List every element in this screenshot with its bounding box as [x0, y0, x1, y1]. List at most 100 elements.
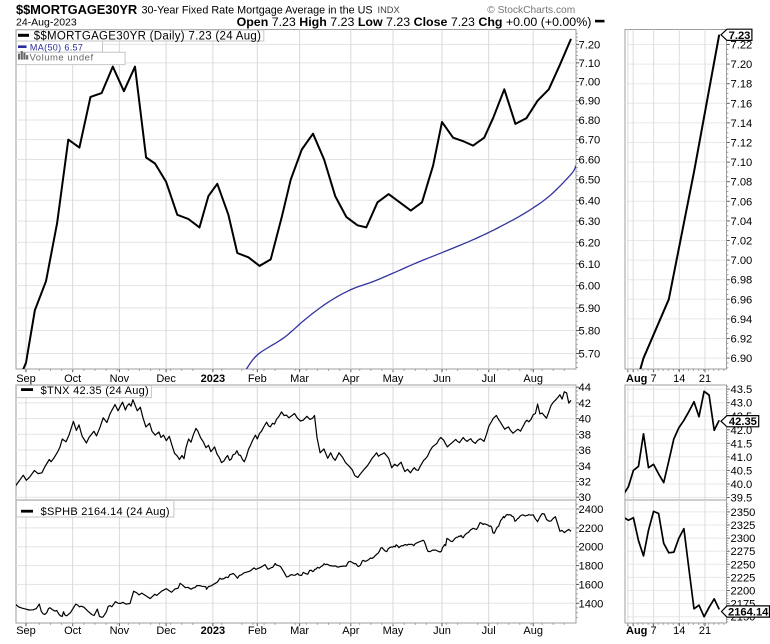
svg-text:1400: 1400 [579, 598, 604, 610]
svg-text:43.0: 43.0 [731, 398, 753, 410]
svg-text:41.0: 41.0 [731, 452, 753, 464]
svg-text:INDX: INDX [378, 5, 400, 15]
svg-text:7.00: 7.00 [579, 77, 601, 89]
svg-text:40.5: 40.5 [731, 465, 753, 477]
svg-text:6.92: 6.92 [731, 334, 753, 346]
svg-text:5.90: 5.90 [579, 303, 601, 315]
svg-text:5.70: 5.70 [579, 349, 601, 361]
svg-text:6.80: 6.80 [579, 115, 601, 127]
svg-text:Feb: Feb [248, 373, 267, 385]
svg-text:Dec: Dec [156, 373, 176, 385]
svg-text:2000: 2000 [579, 542, 604, 554]
svg-text:7.02: 7.02 [731, 236, 753, 248]
svg-text:2350: 2350 [731, 507, 756, 519]
svg-text:42: 42 [579, 398, 591, 410]
svg-text:41.5: 41.5 [731, 438, 753, 450]
svg-text:42.0: 42.0 [731, 425, 753, 437]
svg-text:24-Aug-2023: 24-Aug-2023 [16, 17, 77, 29]
svg-text:7.20: 7.20 [579, 39, 601, 51]
svg-text:2200: 2200 [579, 523, 604, 535]
svg-text:7.22: 7.22 [731, 40, 753, 52]
svg-text:Mar: Mar [290, 373, 309, 385]
svg-text:2023: 2023 [201, 625, 225, 637]
svg-text:36: 36 [579, 445, 591, 457]
svg-text:6.90: 6.90 [579, 96, 601, 108]
svg-text:42.35: 42.35 [729, 416, 757, 428]
svg-text:6.94: 6.94 [731, 314, 753, 326]
svg-text:6.20: 6.20 [579, 237, 601, 249]
svg-text:Apr: Apr [342, 625, 359, 637]
svg-text:Mar: Mar [290, 625, 309, 637]
svg-text:Oct: Oct [64, 373, 81, 385]
svg-text:32: 32 [579, 477, 591, 489]
svg-text:6.00: 6.00 [579, 281, 601, 293]
svg-text:34: 34 [579, 461, 591, 473]
svg-text:Aug: Aug [523, 625, 543, 637]
svg-text:7.16: 7.16 [731, 98, 753, 110]
svg-text:6.98: 6.98 [731, 275, 753, 287]
svg-text:MA(50) 6.57: MA(50) 6.57 [30, 42, 83, 52]
svg-text:6.96: 6.96 [731, 294, 753, 306]
svg-text:Dec: Dec [156, 625, 176, 637]
svg-text:Jul: Jul [482, 625, 496, 637]
svg-text:2400: 2400 [579, 504, 604, 516]
svg-text:Aug: Aug [626, 373, 647, 385]
svg-text:30: 30 [579, 492, 591, 504]
svg-text:$$MORTGAGE30YR: $$MORTGAGE30YR [16, 2, 138, 17]
svg-text:Oct: Oct [64, 625, 81, 637]
svg-text:Sep: Sep [16, 373, 36, 385]
svg-text:7: 7 [651, 373, 657, 385]
svg-text:May: May [383, 373, 404, 385]
svg-text:Nov: Nov [110, 625, 130, 637]
svg-text:7.08: 7.08 [731, 177, 753, 189]
svg-text:7.20: 7.20 [731, 59, 753, 71]
svg-text:Jul: Jul [482, 373, 496, 385]
svg-text:Feb: Feb [248, 625, 267, 637]
svg-text:2225: 2225 [731, 572, 756, 584]
svg-text:7.18: 7.18 [731, 79, 753, 91]
svg-text:Jun: Jun [433, 373, 451, 385]
svg-text:2164.14: 2164.14 [728, 607, 769, 619]
svg-text:6.90: 6.90 [731, 353, 753, 365]
svg-text:2300: 2300 [731, 533, 756, 545]
svg-text:7: 7 [651, 625, 657, 637]
svg-text:2325: 2325 [731, 520, 756, 532]
svg-text:38: 38 [579, 429, 591, 441]
svg-text:$TNX 42.35 (24 Aug): $TNX 42.35 (24 Aug) [41, 385, 149, 397]
svg-text:6.70: 6.70 [579, 135, 601, 147]
svg-text:6.60: 6.60 [579, 155, 601, 167]
svg-text:21: 21 [699, 625, 711, 637]
svg-text:Aug: Aug [523, 373, 543, 385]
svg-text:6.10: 6.10 [579, 259, 601, 271]
svg-text:$$MORTGAGE30YR (Daily) 7.23 (2: $$MORTGAGE30YR (Daily) 7.23 (24 Aug) [34, 30, 262, 42]
svg-text:40: 40 [579, 414, 591, 426]
svg-text:Volume undef: Volume undef [30, 52, 94, 63]
svg-text:14: 14 [673, 373, 685, 385]
svg-text:$SPHB 2164.14 (24 Aug): $SPHB 2164.14 (24 Aug) [41, 506, 170, 518]
svg-text:Aug: Aug [626, 625, 647, 637]
svg-text:2023: 2023 [201, 373, 225, 385]
svg-text:7.10: 7.10 [579, 58, 601, 70]
svg-text:7.10: 7.10 [731, 157, 753, 169]
svg-text:14: 14 [673, 625, 685, 637]
svg-text:1800: 1800 [579, 561, 604, 573]
svg-text:Nov: Nov [110, 373, 130, 385]
svg-text:40.0: 40.0 [731, 479, 753, 491]
svg-text:7.00: 7.00 [731, 255, 753, 267]
svg-text:Sep: Sep [16, 625, 36, 637]
svg-text:7.12: 7.12 [731, 138, 753, 150]
svg-text:5.80: 5.80 [579, 326, 601, 338]
svg-text:7.04: 7.04 [731, 216, 753, 228]
svg-text:2275: 2275 [731, 546, 756, 558]
svg-text:© StockCharts.com: © StockCharts.com [487, 5, 575, 16]
svg-text:7.14: 7.14 [731, 118, 753, 130]
svg-text:2250: 2250 [731, 559, 756, 571]
svg-text:21: 21 [699, 373, 711, 385]
svg-text:1600: 1600 [579, 579, 604, 591]
svg-text:Jun: Jun [433, 625, 451, 637]
svg-text:Apr: Apr [342, 373, 359, 385]
svg-text:6.30: 6.30 [579, 216, 601, 228]
svg-text:6.50: 6.50 [579, 175, 601, 187]
svg-text:43.5: 43.5 [731, 384, 753, 396]
svg-text:39.5: 39.5 [731, 493, 753, 505]
